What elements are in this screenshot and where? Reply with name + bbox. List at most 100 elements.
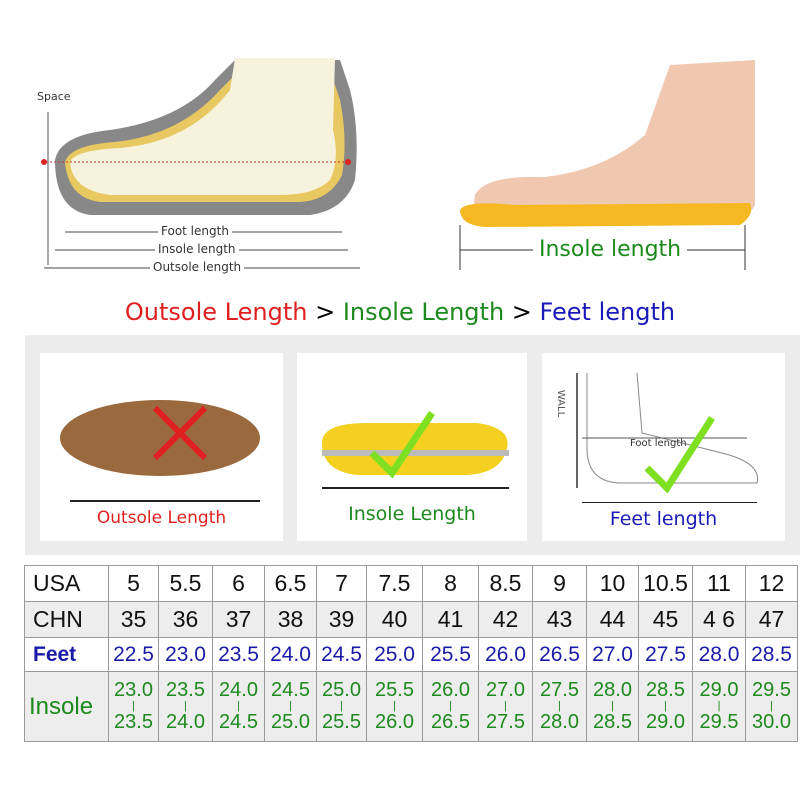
table-cell: 8.5: [478, 565, 533, 602]
headline-outsole: Outsole Length: [124, 298, 308, 326]
range-divider: |: [504, 699, 507, 712]
size-chart-table: USA 5 5.5 6 6.5 7 7.5 8 8.5 9 10 10.5 11 12 CHN 35 36 37 3…: [24, 565, 798, 742]
insole-to: 26.5: [431, 711, 470, 734]
insole-to: 29.0: [646, 711, 685, 734]
insole-from: 29.5: [752, 678, 791, 701]
table-cell: 25.0: [366, 637, 423, 672]
range-divider: |: [449, 699, 452, 712]
table-cell: 7.5: [366, 565, 423, 602]
insole-from: 23.0: [114, 678, 153, 701]
table-cell: 25.5 | 26.0: [366, 671, 423, 742]
insole-from: 25.0: [322, 678, 361, 701]
table-cell: 4 6: [692, 601, 746, 638]
insole-to: 23.5: [114, 711, 153, 734]
table-cell: 23.0 | 23.5: [108, 671, 159, 742]
panel-feet-label: Feet length: [609, 508, 718, 530]
table-row-chn: CHN 35 36 37 38 39 40 41 42 43 44 45 4 6 47: [24, 601, 798, 638]
range-divider: |: [289, 699, 292, 712]
table-cell: 27.5: [638, 637, 693, 672]
cross-icon: [152, 405, 208, 461]
table-cell: 28.5 | 29.0: [638, 671, 693, 742]
insole-to: 25.5: [322, 711, 361, 734]
insole-from: 28.5: [646, 678, 685, 701]
insole-from: 25.5: [375, 678, 414, 701]
range-divider: |: [558, 699, 561, 712]
check-icon: [644, 416, 715, 494]
table-cell: 26.0: [478, 637, 533, 672]
foot-illustration: [459, 60, 755, 270]
range-divider: |: [770, 699, 773, 712]
table-cell: 29.0 | 29.5: [692, 671, 746, 742]
table-cell: 44: [586, 601, 639, 638]
insole-to: 30.0: [752, 711, 791, 734]
insole-from: 27.5: [540, 678, 579, 701]
range-divider: |: [340, 699, 343, 712]
headline-insole: Insole Length: [342, 298, 505, 326]
insole-to: 24.5: [219, 711, 258, 734]
table-cell: 23.0: [158, 637, 213, 672]
table-cell: 24.0: [264, 637, 317, 672]
row-header-chn: CHN: [24, 601, 109, 638]
panel-feet: WALL Foot length Feet length: [542, 353, 785, 541]
table-cell: 29.5 | 30.0: [745, 671, 798, 742]
row-header-insole: Insole: [24, 671, 109, 742]
shoe-cross-section-illustration: [41, 58, 360, 269]
panel-insole: Insole Length: [297, 353, 527, 541]
outsole-sole-illustration: [60, 400, 260, 502]
table-cell: 27.0 | 27.5: [478, 671, 533, 742]
table-cell: 23.5: [212, 637, 265, 672]
insole-to: 25.0: [271, 711, 310, 734]
panel-insole-label: Insole Length: [348, 503, 476, 525]
foot-length-label: Foot length: [158, 224, 232, 238]
insole-from: 29.0: [699, 678, 739, 701]
table-cell: 36: [158, 601, 213, 638]
insole-illustration: [322, 411, 509, 489]
table-cell: 24.0 | 24.5: [212, 671, 265, 742]
table-cell: 27.5 | 28.0: [532, 671, 587, 742]
table-cell: 42: [478, 601, 533, 638]
range-divider: |: [664, 699, 667, 712]
table-cell: 6: [212, 565, 265, 602]
table-cell: 28.0: [692, 637, 746, 672]
table-cell: 5: [108, 565, 159, 602]
table-cell: 45: [638, 601, 693, 638]
table-row-insole: Insole 23.0 | 23.5 23.5 | 24.0 24.0 | 24.5 24.5 | 25…: [24, 671, 798, 742]
insole-to: 28.0: [540, 711, 579, 734]
insole-from: 24.0: [219, 678, 258, 701]
table-cell: 12: [745, 565, 798, 602]
table-cell: 10.5: [638, 565, 693, 602]
insole-from: 23.5: [166, 678, 205, 701]
headline-gt: >: [504, 298, 540, 326]
table-cell: 10: [586, 565, 639, 602]
table-cell: 39: [316, 601, 367, 638]
range-divider: |: [132, 699, 135, 712]
table-cell: 7: [316, 565, 367, 602]
insole-from: 26.0: [431, 678, 470, 701]
panel-outsole-label: Outsole Length: [96, 508, 227, 528]
insole-from: 28.0: [593, 678, 632, 701]
insole-to: 29.5: [699, 711, 739, 734]
table-cell: 5.5: [158, 565, 213, 602]
table-cell: 26.5: [532, 637, 587, 672]
table-cell: 9: [532, 565, 587, 602]
insole-to: 28.5: [593, 711, 632, 734]
space-label: Space: [34, 90, 74, 103]
range-divider: |: [393, 699, 396, 712]
insole-to: 24.0: [166, 711, 205, 734]
range-divider: |: [184, 699, 187, 712]
table-cell: 37: [212, 601, 265, 638]
range-divider: |: [717, 699, 721, 712]
table-cell: 25.5: [422, 637, 479, 672]
foot-on-insole-photo: Insole length: [455, 55, 775, 280]
insole-from: 27.0: [486, 678, 525, 701]
insole-length-label: Insole length: [155, 242, 239, 256]
row-header-feet: Feet: [24, 637, 109, 672]
shoe-diagram: Space Foot length Insole length Outsole …: [30, 50, 375, 285]
table-cell: 35: [108, 601, 159, 638]
foot-length-mini-label: Foot length: [630, 438, 687, 449]
table-row-usa: USA 5 5.5 6 6.5 7 7.5 8 8.5 9 10 10.5 11 12: [24, 565, 798, 602]
table-cell: 22.5: [108, 637, 159, 672]
panel-outsole: Outsole Length: [40, 353, 283, 541]
photo-insole-length-label: Insole length: [533, 237, 688, 262]
table-cell: 25.0 | 25.5: [316, 671, 367, 742]
